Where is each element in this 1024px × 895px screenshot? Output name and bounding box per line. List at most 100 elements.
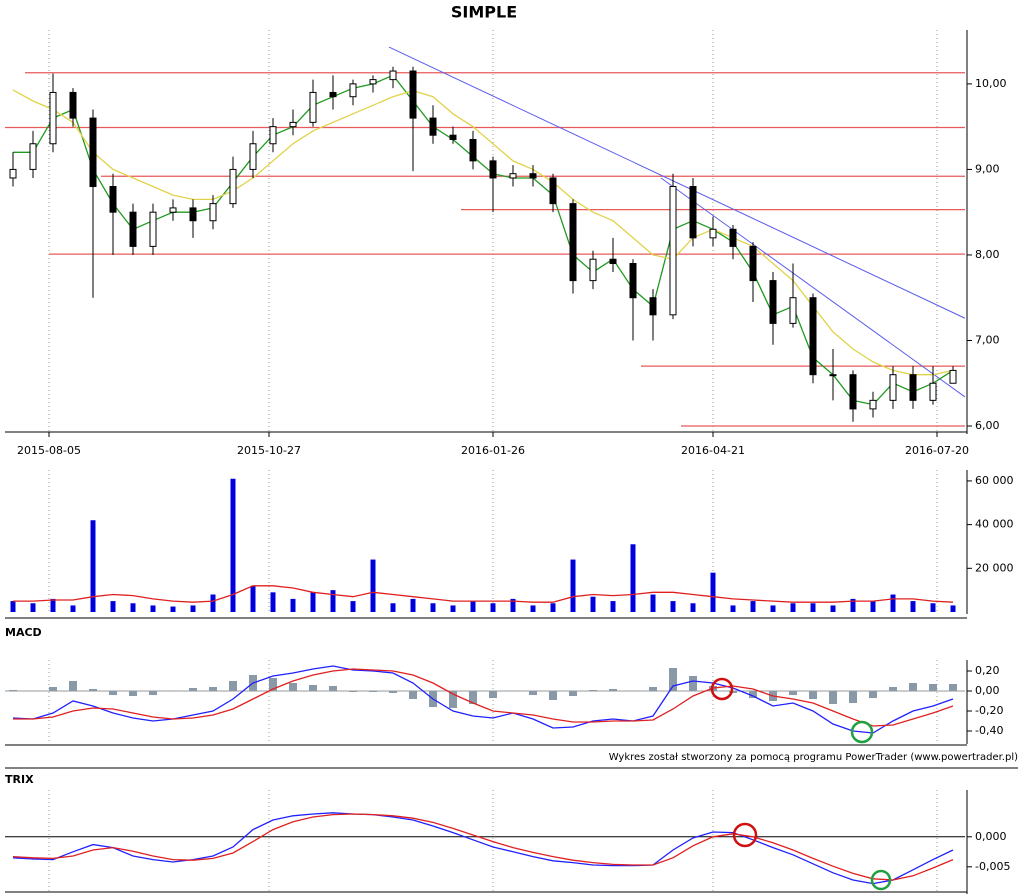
trend-line bbox=[660, 177, 966, 398]
histogram-bar bbox=[669, 668, 677, 691]
candle-body bbox=[689, 186, 697, 239]
volume-bar bbox=[910, 601, 916, 612]
histogram-bar bbox=[209, 687, 217, 691]
volume-bar bbox=[50, 598, 56, 612]
volume-bar bbox=[170, 606, 176, 612]
histogram-bar bbox=[469, 691, 477, 704]
volume-bar bbox=[10, 601, 16, 612]
candle-body bbox=[189, 207, 197, 222]
candle-body bbox=[529, 173, 537, 179]
histogram-bar bbox=[49, 687, 57, 691]
candle-body bbox=[229, 168, 237, 205]
y-tick-label: 10,00 bbox=[975, 77, 1007, 90]
candle-body bbox=[849, 374, 857, 410]
candle-body bbox=[309, 91, 317, 123]
histogram-bar bbox=[949, 684, 957, 691]
histogram-bar bbox=[69, 681, 77, 691]
volume-bar bbox=[250, 585, 256, 612]
series-line bbox=[12, 812, 954, 885]
candle-body bbox=[269, 126, 277, 145]
signal-marker bbox=[870, 869, 892, 891]
candle-body bbox=[129, 211, 137, 247]
volume-bar bbox=[150, 605, 156, 612]
candle-body bbox=[909, 374, 917, 401]
signal-marker bbox=[710, 677, 734, 701]
candle-body bbox=[449, 134, 457, 140]
candle-body bbox=[949, 369, 957, 384]
volume-bar bbox=[950, 605, 956, 612]
volume-bar bbox=[290, 598, 296, 612]
volume-bar bbox=[810, 603, 816, 612]
trend-line bbox=[388, 46, 966, 319]
volume-bar bbox=[190, 605, 196, 612]
candle-body bbox=[489, 160, 497, 179]
histogram-bar bbox=[569, 691, 577, 696]
series-line bbox=[13, 585, 954, 603]
y-tick-label: 0,20 bbox=[975, 664, 1000, 677]
volume-bar bbox=[630, 544, 636, 612]
histogram-bar bbox=[809, 691, 817, 699]
candle-body bbox=[169, 207, 177, 213]
histogram-bar bbox=[129, 691, 137, 696]
histogram-bar bbox=[589, 690, 597, 691]
histogram-bar bbox=[629, 691, 637, 692]
candle-body bbox=[209, 203, 217, 222]
y-tick-label: -0,40 bbox=[975, 724, 1003, 737]
candle-body bbox=[749, 245, 757, 282]
candle-body bbox=[289, 121, 297, 128]
volume-bar bbox=[850, 598, 856, 612]
volume-bar bbox=[410, 598, 416, 612]
volume-bar bbox=[610, 601, 616, 612]
candle-body bbox=[809, 297, 817, 376]
candle-body bbox=[889, 374, 897, 401]
candle-body bbox=[29, 143, 37, 170]
series-line bbox=[12, 813, 954, 881]
histogram-bar bbox=[789, 691, 797, 695]
y-tick-label: 20 000 bbox=[975, 561, 1014, 574]
volume-bar bbox=[530, 605, 536, 612]
histogram-bar bbox=[349, 691, 357, 692]
volume-bar bbox=[830, 605, 836, 612]
candle-body bbox=[609, 258, 617, 265]
volume-bar bbox=[750, 601, 756, 612]
histogram-bar bbox=[149, 691, 157, 695]
panel-title: MACD bbox=[5, 626, 42, 639]
volume-bar bbox=[670, 601, 676, 612]
histogram-bar bbox=[689, 676, 697, 691]
histogram-bar bbox=[609, 689, 617, 691]
footer: Wykres został stworzony za pomocą progra… bbox=[609, 752, 1018, 763]
volume-bar bbox=[550, 603, 556, 612]
volume-bar bbox=[690, 603, 696, 612]
volume-bar bbox=[210, 594, 216, 612]
candle-body bbox=[69, 91, 77, 119]
histogram-bar bbox=[929, 684, 937, 691]
signal-marker bbox=[850, 720, 874, 744]
histogram-bar bbox=[649, 687, 657, 691]
volume-bar bbox=[590, 596, 596, 612]
y-tick-label: 0,00 bbox=[975, 684, 1000, 697]
histogram-bar bbox=[9, 690, 17, 691]
volume-bar bbox=[770, 605, 776, 612]
candle-body bbox=[769, 280, 777, 324]
candle-body bbox=[629, 263, 637, 299]
y-tick-label: -0,20 bbox=[975, 704, 1003, 717]
histogram-bar bbox=[89, 689, 97, 691]
x-tick-label: 2015-08-05 bbox=[17, 444, 81, 457]
volume-bar bbox=[510, 598, 516, 612]
candle-body bbox=[329, 91, 337, 98]
histogram-bar bbox=[729, 691, 737, 693]
x-tick-label: 2016-07-20 bbox=[905, 444, 969, 457]
volume-bar bbox=[570, 559, 576, 612]
candle-body bbox=[509, 173, 517, 179]
candle-body bbox=[929, 382, 937, 401]
series-line bbox=[13, 668, 954, 727]
volume-bar bbox=[330, 590, 336, 612]
histogram-bar bbox=[849, 691, 857, 703]
histogram-bar bbox=[409, 691, 417, 699]
histogram-bar bbox=[329, 686, 337, 691]
histogram-bar bbox=[169, 691, 177, 692]
volume-bar bbox=[490, 603, 496, 612]
volume-bar bbox=[870, 601, 876, 612]
